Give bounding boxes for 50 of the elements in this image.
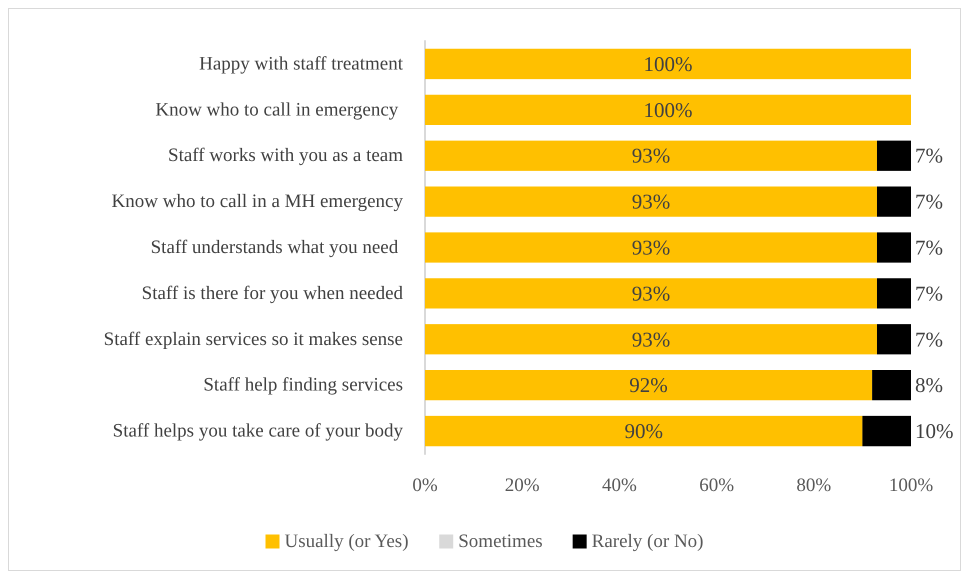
data-label: 7% xyxy=(915,327,943,352)
data-label: 93% xyxy=(632,144,670,168)
y-tick-label: Staff understands what you need xyxy=(150,237,403,258)
legend-label: Rarely (or No) xyxy=(592,531,704,552)
data-label: 100% xyxy=(644,52,692,76)
bar xyxy=(425,278,877,309)
bar xyxy=(876,232,911,263)
bar xyxy=(425,140,877,171)
data-label: 8% xyxy=(915,373,943,398)
data-label: 93% xyxy=(632,190,670,214)
x-tick-label: 20% xyxy=(504,475,540,496)
x-tick-label: 60% xyxy=(699,475,734,496)
bar xyxy=(876,140,911,171)
y-tick-label: Staff is there for you when needed xyxy=(142,282,404,304)
bar xyxy=(425,232,877,263)
bar xyxy=(862,416,911,446)
bar xyxy=(425,48,911,80)
bar xyxy=(425,324,877,354)
data-label: 100% xyxy=(644,98,692,122)
bar xyxy=(876,278,911,309)
x-tick-label: 0% xyxy=(412,475,438,496)
x-tick-label: 100% xyxy=(888,475,934,496)
data-label: 93% xyxy=(632,327,670,352)
y-tick-label: Happy with staff treatment xyxy=(199,53,404,74)
data-label: 93% xyxy=(632,281,670,306)
bar xyxy=(876,324,911,354)
data-label: 7% xyxy=(915,281,943,306)
bar xyxy=(425,416,862,446)
y-tick-label: Staff works with you as a team xyxy=(168,145,404,166)
y-tick-label: Staff helps you take care of your body xyxy=(112,420,404,442)
data-label: 7% xyxy=(915,236,943,260)
legend-label: Sometimes xyxy=(458,531,543,552)
data-label: 10% xyxy=(915,419,954,444)
data-label: 93% xyxy=(632,236,670,260)
y-tick-label: Staff help finding services xyxy=(203,374,403,396)
bar xyxy=(425,370,872,400)
data-label: 7% xyxy=(915,190,943,214)
bar xyxy=(872,370,911,400)
x-tick-label: 80% xyxy=(796,475,832,496)
legend-label: Usually (or Yes) xyxy=(284,531,409,552)
data-label: 90% xyxy=(624,419,663,444)
bar xyxy=(425,186,877,217)
data-label: 92% xyxy=(629,373,668,398)
y-tick-label: Know who to call in emergency xyxy=(155,99,403,120)
bar xyxy=(425,94,911,125)
y-tick-label: Know who to call in a MH emergency xyxy=(112,191,404,212)
x-tick-label: 40% xyxy=(602,475,637,496)
data-label: 7% xyxy=(915,144,943,168)
y-tick-label: Staff explain services so it makes sense xyxy=(104,328,403,350)
bar xyxy=(876,186,911,217)
